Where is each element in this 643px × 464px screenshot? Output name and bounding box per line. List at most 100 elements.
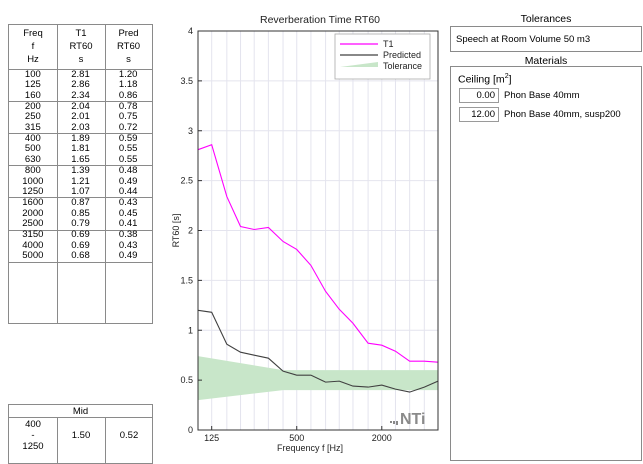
divider [105,417,106,463]
table-row: 2500 0.79 0.41 [9,219,152,230]
table-cell: 2000 [22,207,44,219]
table-row: 800 1.39 0.48 [9,164,152,177]
table-cell: 0.75 [118,111,138,123]
table-cell: 0.45 [118,207,138,219]
logo-mark [393,421,395,424]
tolerances-box[interactable]: Speech at Room Volume 50 m3 [450,26,642,52]
mid-range-sep: - [31,430,35,441]
divider [9,229,152,231]
table-cell: 5000 [22,250,44,262]
table-cell: 0.55 [118,143,138,155]
divider [57,417,58,463]
table-row: 4000 0.69 0.43 [9,239,152,252]
y-tick-label: 1 [188,325,193,335]
mid-range: 400 - 1250 [9,419,57,452]
table-cell: 0.38 [118,229,138,240]
table-header-cell: Freq [23,28,43,39]
chart-title: Reverberation Time RT60 [260,14,380,26]
table-header-cell: T1 [75,28,87,39]
divider [9,69,152,70]
table-cell: 1000 [22,175,44,187]
divider [9,197,152,199]
table-header-cell: RT60 [116,41,141,52]
table-cell: 0.49 [118,175,138,187]
table-cell: 2.01 [71,111,90,123]
table-row: 200 2.04 0.78 [9,100,152,113]
ceiling-label-close: ] [508,73,512,86]
table-cell: 125 [24,79,41,91]
table-cell: 1.18 [118,79,138,91]
mid-pred-value: 0.52 [119,430,139,441]
divider [9,417,152,418]
table-cell: 0.49 [118,250,138,262]
table-cell: 800 [24,164,41,176]
material-area-input[interactable]: 0.00 [459,88,499,103]
table-row: 1600 0.87 0.43 [9,196,152,209]
tolerances-title: Tolerances [520,13,572,25]
rt60-chart: Reverberation Time RT60 0 0.5 1 1.5 2 2.5 3 3.5 4… [160,12,444,455]
ceiling-unit-exponent: 2 [504,73,509,80]
table-row: 250 2.01 0.75 [9,112,152,123]
ceiling-group-label: Ceiling [m2] [458,73,512,86]
x-tick-label: 125 [204,433,219,443]
table-header-cell: Hz [27,54,39,65]
table-cell: 0.59 [118,132,138,144]
divider [9,165,152,167]
table-cell: 2.34 [71,89,90,101]
y-axis-label: RT60 [s] [171,214,181,248]
material-item: 12.00 Phon Base 40mm, susp200 [459,107,621,122]
divider [9,261,152,263]
table-cell: 0.85 [71,207,90,219]
table-row: 3150 0.69 0.38 [9,229,152,241]
table-cell: 0.87 [71,196,90,208]
x-tick-label: 2000 [372,433,392,443]
mid-t1-value: 1.50 [71,430,91,441]
table-cell: 200 [24,100,41,112]
logo-mark [390,421,392,423]
table-cell: 2.03 [71,122,90,133]
table-cell: 1250 [22,186,44,198]
y-tick-label: 1.5 [180,275,193,285]
table-cell: 630 [24,154,41,166]
table-cell: 1.20 [118,68,138,80]
table-row: 630 1.65 0.55 [9,154,152,166]
table-cell: 0.69 [71,239,90,251]
legend-label: T1 [383,39,394,49]
y-tick-label: 4 [188,26,193,36]
table-header-cell: RT60 [69,41,93,52]
y-tick-label: 3 [188,126,193,136]
table-cell: 0.72 [118,122,138,133]
materials-title: Materials [524,55,568,67]
y-tick-label: 2 [188,226,193,236]
table-cell: 400 [24,132,41,144]
table-row: 5000 0.68 0.49 [9,251,152,262]
mid-range-start: 400 [25,419,41,430]
table-cell: 1.21 [71,175,90,187]
divider [9,101,152,103]
table-cell: 0.78 [118,100,138,112]
table-cell: 100 [24,68,41,80]
x-axis-label: Frequency f [Hz] [277,443,343,453]
table-cell: 0.69 [71,229,90,240]
table-cell: 0.43 [118,196,138,208]
material-item: 0.00 Phon Base 40mm [459,88,580,103]
table-cell: 500 [24,143,41,155]
table-row: 2000 0.85 0.45 [9,207,152,220]
legend-label: Predicted [383,50,421,60]
table-row: 1250 1.07 0.44 [9,187,152,198]
x-tick-label: 500 [289,433,304,443]
divider [57,25,58,323]
table-cell: 0.79 [71,218,90,230]
divider [9,133,152,135]
nti-logo: NTi [400,411,425,428]
table-header-cell: s [126,54,131,65]
table-cell: 1.65 [71,154,90,166]
material-area-input[interactable]: 12.00 [459,107,499,122]
table-cell: 0.55 [118,154,138,166]
logo-mark [396,421,398,425]
legend-label: Tolerance [383,61,422,71]
table-header-cell: f [31,41,35,52]
legend-box [334,33,431,80]
y-tick-label: 3.5 [180,76,193,86]
table-cell: 0.43 [118,239,138,251]
